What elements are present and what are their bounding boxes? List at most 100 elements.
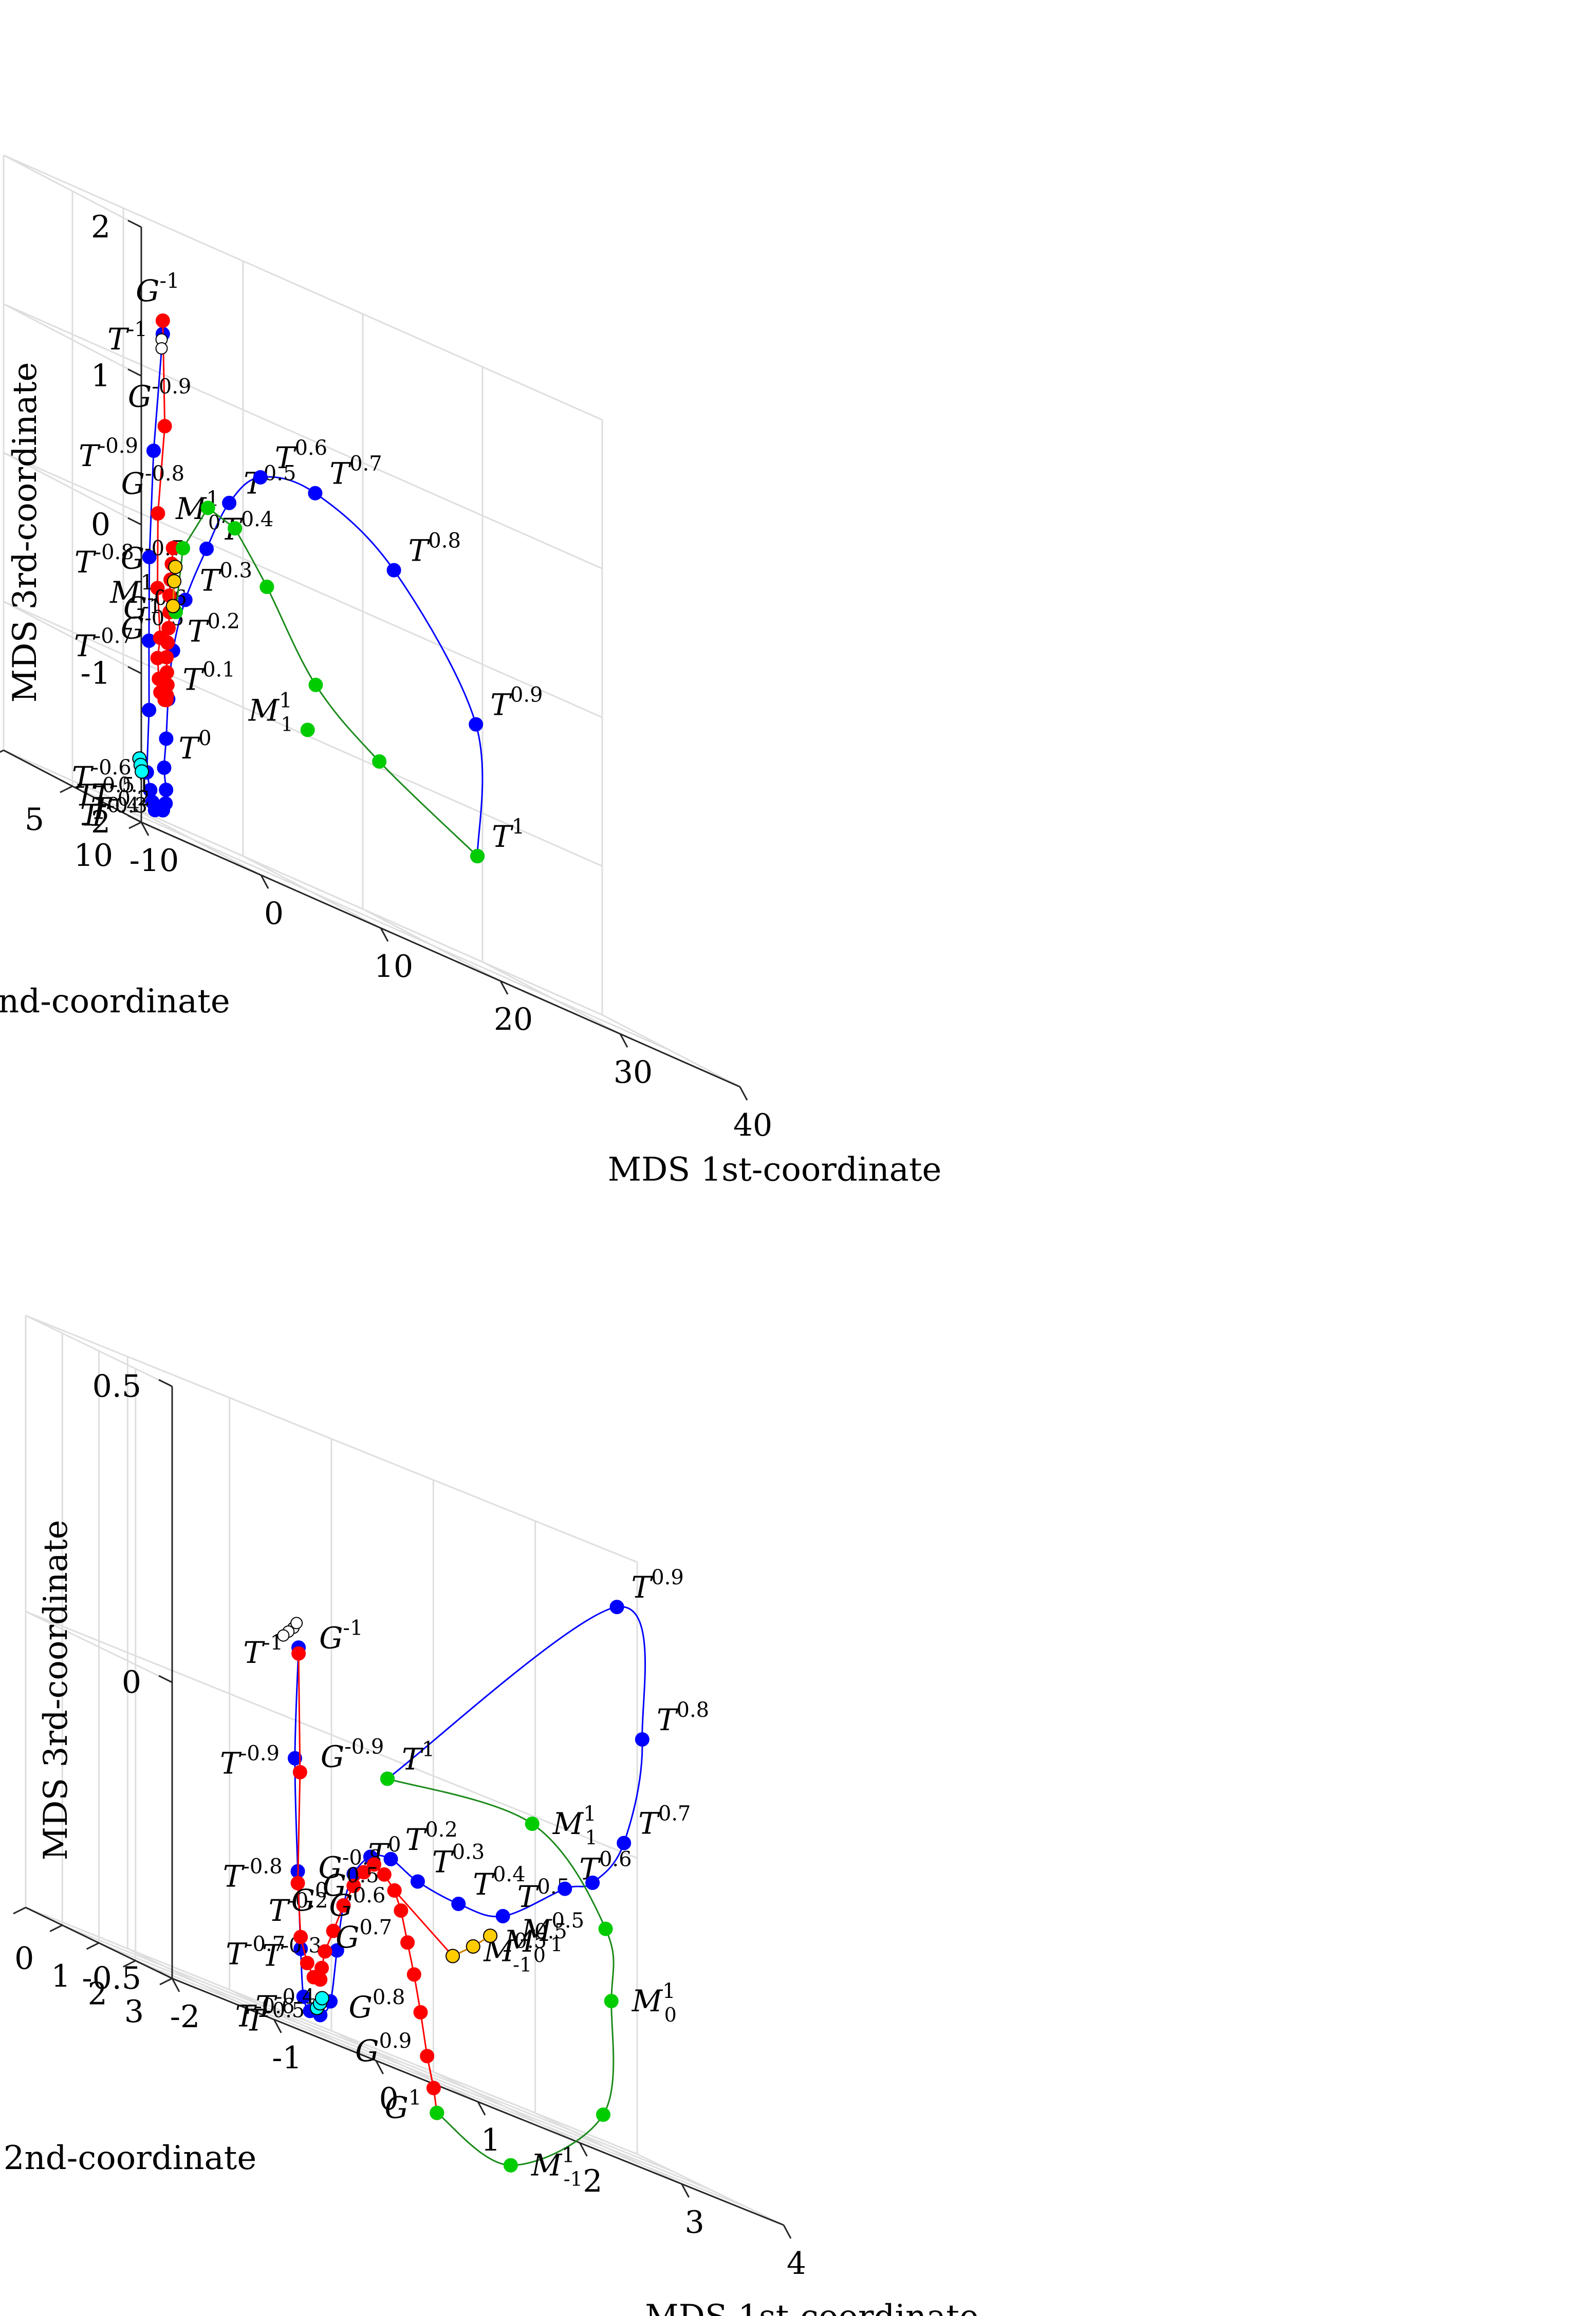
grid-line xyxy=(135,1960,748,2208)
x-tick-label: -1 xyxy=(272,2040,302,2076)
z-tick-label: -1 xyxy=(81,656,110,692)
point-label: T-0.7 xyxy=(74,624,134,663)
grid-line xyxy=(3,601,142,674)
grid-line xyxy=(3,154,142,228)
z-axis-title: MDS 3rd-coordinate xyxy=(6,362,44,703)
point-label: T-0.2 xyxy=(269,1889,328,1928)
data-point xyxy=(604,1994,619,2009)
data-point xyxy=(617,1836,632,1850)
x-axis-title: MDS 1st-coordinate xyxy=(608,1151,942,1189)
point-label: G0.5 xyxy=(323,1864,379,1903)
point-label: T0.9 xyxy=(490,683,543,722)
point-label: M0.5 0 xyxy=(504,1920,567,1967)
data-point xyxy=(253,470,268,485)
z-tick xyxy=(127,814,142,823)
point-label: T-0.2 xyxy=(90,787,150,826)
data-point xyxy=(357,1865,372,1880)
point-label: T-0.6 xyxy=(235,1994,295,2033)
data-point xyxy=(222,495,237,510)
z-tick-label: 0 xyxy=(91,507,110,543)
point-label: T0.3 xyxy=(432,1840,485,1879)
data-point xyxy=(503,2158,518,2173)
point-label: T-0.8 xyxy=(223,1855,283,1894)
y-tick xyxy=(159,1977,173,1986)
data-point xyxy=(314,1960,329,1975)
grid-line xyxy=(25,1610,173,1683)
point-label: M1 -1 xyxy=(531,2144,583,2191)
data-point xyxy=(380,1771,395,1786)
point-label: M1 1 xyxy=(248,689,293,735)
data-point xyxy=(293,1930,308,1944)
point-label: T-0.1 xyxy=(91,773,151,812)
data-point xyxy=(426,2081,441,2096)
data-point xyxy=(277,1629,290,1642)
grid-line xyxy=(72,785,672,1052)
y-tick xyxy=(13,1906,26,1915)
point-label: T-0.4 xyxy=(80,793,140,832)
data-point xyxy=(296,1989,311,2004)
x-tick xyxy=(681,2183,690,2198)
point-label: T0.8 xyxy=(657,1698,709,1737)
data-point xyxy=(326,1923,341,1938)
data-point xyxy=(155,342,168,355)
data-point xyxy=(394,1903,409,1918)
grid-line xyxy=(3,452,142,526)
data-point xyxy=(135,764,150,779)
x-axis-line xyxy=(141,821,740,1088)
point-label: T-0.3 xyxy=(88,794,147,833)
data-point xyxy=(469,717,484,732)
point-label: M1 -1 xyxy=(109,571,161,618)
point-label: T0.2 xyxy=(405,1818,458,1857)
point-label: T-0.9 xyxy=(79,434,138,473)
data-point xyxy=(598,1921,613,1936)
point-label: G0.6 xyxy=(329,1884,385,1923)
data-point xyxy=(292,1765,307,1780)
data-point xyxy=(290,1876,305,1891)
data-point xyxy=(199,541,214,556)
x-tick xyxy=(375,2060,384,2074)
data-point xyxy=(300,722,315,737)
data-point xyxy=(146,443,161,458)
x-tick-label: 0 xyxy=(379,2081,399,2117)
data-point xyxy=(446,1949,460,1963)
y-tick xyxy=(128,821,142,829)
z-tick xyxy=(127,666,142,674)
z-tick xyxy=(127,368,142,377)
z-tick xyxy=(158,1379,173,1387)
data-point xyxy=(318,1944,332,1959)
data-point xyxy=(386,563,401,578)
y-tick-label: 2 xyxy=(88,1976,107,2012)
grid-line xyxy=(98,1942,711,2191)
point-label: T0 xyxy=(178,727,211,766)
x-tick-label: 30 xyxy=(614,1054,653,1090)
data-point xyxy=(609,1600,624,1615)
point-label: M1 1 xyxy=(552,1802,598,1849)
data-point xyxy=(300,1956,314,1971)
point-label: G-0.8 xyxy=(121,462,184,501)
data-point xyxy=(168,560,183,575)
grid-line xyxy=(3,154,603,421)
y-axis-title: MDS 2nd-coordinate xyxy=(0,2139,256,2177)
z-tick-label: 2 xyxy=(91,209,110,245)
x-tick xyxy=(499,980,509,995)
z-tick xyxy=(158,1971,173,1979)
data-point xyxy=(400,1935,415,1950)
data-point xyxy=(142,550,157,565)
z-tick-label: -2 xyxy=(81,804,110,840)
data-point xyxy=(159,731,174,746)
data-point xyxy=(200,501,215,515)
point-label: T0.1 xyxy=(182,658,235,697)
data-point xyxy=(176,541,191,555)
x-tick xyxy=(477,2101,486,2116)
grid-line xyxy=(25,1906,638,2155)
point-label: G-1 xyxy=(319,1617,363,1656)
point-label: T0.9 xyxy=(632,1566,684,1605)
data-point xyxy=(451,1896,466,1911)
data-point xyxy=(159,650,174,664)
point-label: T0.4 xyxy=(473,1863,525,1902)
grid-line xyxy=(3,303,603,569)
point-label: T-1 xyxy=(107,318,147,357)
data-point xyxy=(406,1967,421,1982)
data-point xyxy=(150,581,165,596)
